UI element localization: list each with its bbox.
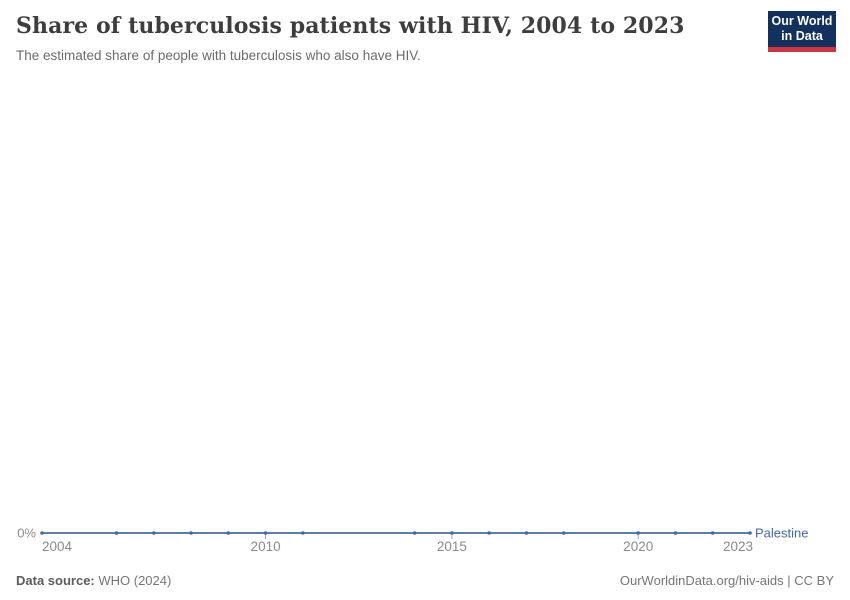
x-tick-label: 2020: [623, 539, 654, 554]
data-point-marker[interactable]: [114, 531, 119, 535]
x-tick-label: 2023: [722, 539, 753, 554]
data-point-marker[interactable]: [301, 531, 305, 535]
data-point-marker[interactable]: [636, 531, 641, 535]
data-source-label: Data source:: [16, 573, 95, 588]
chart-footer: Data source: WHO (2024) OurWorldinData.o…: [16, 573, 834, 588]
data-point-marker[interactable]: [189, 531, 193, 535]
owid-logo-line2: in Data: [781, 29, 823, 43]
data-point-marker[interactable]: [748, 531, 752, 535]
data-point-marker[interactable]: [561, 531, 566, 535]
owid-logo-line1: Our World: [771, 14, 833, 28]
data-source-note: Data source: WHO (2024): [16, 573, 171, 588]
data-source-value: WHO (2024): [94, 573, 172, 588]
x-tick-label: 2010: [250, 539, 281, 554]
chart-subtitle: The estimated share of people with tuber…: [16, 48, 421, 63]
page-title: Share of tuberculosis patients with HIV,…: [16, 13, 685, 39]
owid-logo[interactable]: Our World in Data: [768, 11, 836, 52]
data-point-marker[interactable]: [40, 531, 44, 535]
credit-link[interactable]: OurWorldinData.org/hiv-aids | CC BY: [619, 573, 834, 588]
data-point-marker[interactable]: [524, 531, 529, 535]
data-point-marker[interactable]: [226, 531, 231, 535]
x-tick-label: 2004: [42, 539, 73, 554]
chart-header: Share of tuberculosis patients with HIV,…: [16, 13, 750, 63]
series-label-palestine[interactable]: Palestine: [755, 525, 809, 541]
data-point-marker[interactable]: [450, 531, 454, 535]
data-point-marker[interactable]: [412, 531, 417, 535]
x-tick-label: 2015: [436, 539, 467, 554]
data-point-marker[interactable]: [487, 531, 491, 535]
data-point-marker[interactable]: [151, 531, 156, 535]
data-point-marker[interactable]: [710, 531, 715, 535]
data-point-marker[interactable]: [263, 531, 268, 535]
data-point-marker[interactable]: [673, 531, 678, 535]
y-axis-tick-label: 0%: [17, 525, 36, 541]
series-palestine[interactable]: [40, 531, 752, 535]
